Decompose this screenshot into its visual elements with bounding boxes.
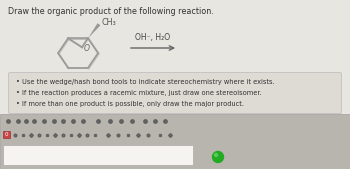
- FancyBboxPatch shape: [8, 73, 342, 114]
- Text: OH⁻, H₂O: OH⁻, H₂O: [135, 33, 170, 42]
- Bar: [3, 145, 193, 165]
- Text: O: O: [84, 44, 90, 53]
- Polygon shape: [88, 23, 100, 38]
- Text: • If the reaction produces a racemic mixture, just draw one stereoisomer.: • If the reaction produces a racemic mix…: [16, 90, 262, 96]
- Text: 0: 0: [5, 132, 8, 137]
- Text: Draw the organic product of the following reaction.: Draw the organic product of the followin…: [8, 7, 214, 16]
- Text: • If more than one product is possible, only draw the major product.: • If more than one product is possible, …: [16, 101, 244, 107]
- Circle shape: [215, 153, 217, 156]
- Circle shape: [212, 151, 224, 163]
- Bar: [0, 114, 350, 169]
- Text: • Use the wedge/hash bond tools to indicate stereochemistry where it exists.: • Use the wedge/hash bond tools to indic…: [16, 79, 275, 85]
- Bar: [3, 131, 10, 138]
- Text: CH₃: CH₃: [101, 18, 116, 27]
